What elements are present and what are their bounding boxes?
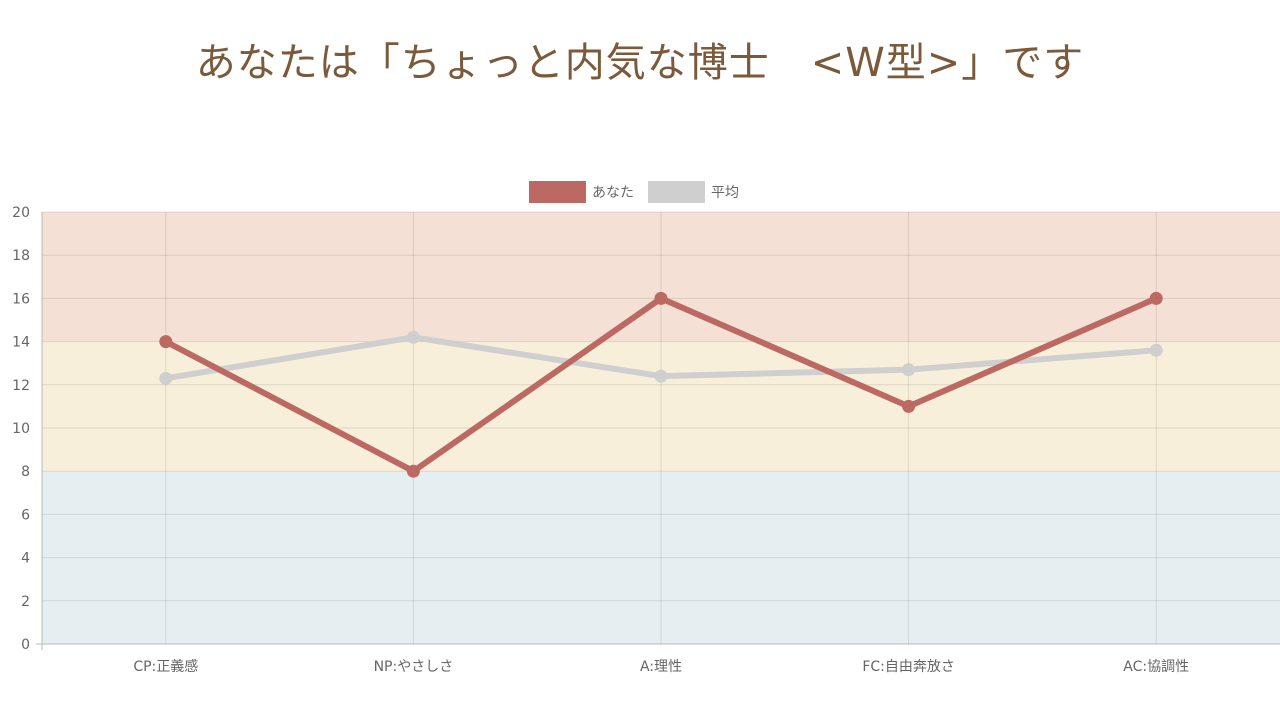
data-point: [406, 464, 420, 478]
y-tick-label: 12: [12, 378, 30, 394]
y-tick-label: 18: [12, 248, 30, 264]
band-2: [42, 471, 1280, 644]
page-title: あなたは「ちょっと内気な博士 <W型>」です: [195, 40, 1085, 86]
data-point: [902, 399, 916, 413]
data-point: [159, 335, 173, 349]
legend-swatch-0: [529, 181, 586, 203]
y-tick-label: 8: [21, 464, 30, 480]
legend-label-0: あなた: [592, 185, 634, 201]
x-tick-label: NP:やさしさ: [374, 659, 454, 675]
band-0: [42, 212, 1280, 342]
y-tick-label: 10: [12, 421, 30, 437]
y-tick-labels: 0 2 4 6 8 10 12 14 16 18 20: [12, 205, 30, 653]
data-point: [902, 363, 916, 377]
y-tick-label: 4: [21, 551, 30, 567]
y-tick-label: 0: [21, 637, 30, 653]
legend: あなた 平均: [529, 181, 739, 203]
y-tick-label: 20: [12, 205, 30, 221]
x-tick-label: AC:協調性: [1123, 659, 1189, 675]
x-tick-label: FC:自由奔放さ: [862, 659, 955, 675]
legend-swatch-1: [648, 181, 705, 203]
y-tick-label: 2: [21, 594, 30, 610]
axes: [36, 212, 1280, 650]
x-tick-labels: CP:正義感 NP:やさしさ A:理性 FC:自由奔放さ AC:協調性: [133, 658, 1189, 675]
data-point: [654, 291, 668, 305]
data-point: [406, 330, 420, 344]
y-tick-label: 6: [21, 507, 30, 523]
series-lines: [159, 291, 1163, 478]
data-point: [1149, 291, 1163, 305]
data-point: [1149, 343, 1163, 357]
x-tick-label: A:理性: [640, 659, 682, 675]
data-point: [654, 369, 668, 383]
y-tick-label: 14: [12, 335, 30, 351]
data-point: [159, 371, 173, 385]
legend-label-1: 平均: [711, 185, 739, 201]
x-tick-label: CP:正義感: [133, 658, 198, 675]
y-tick-label: 16: [12, 291, 30, 307]
